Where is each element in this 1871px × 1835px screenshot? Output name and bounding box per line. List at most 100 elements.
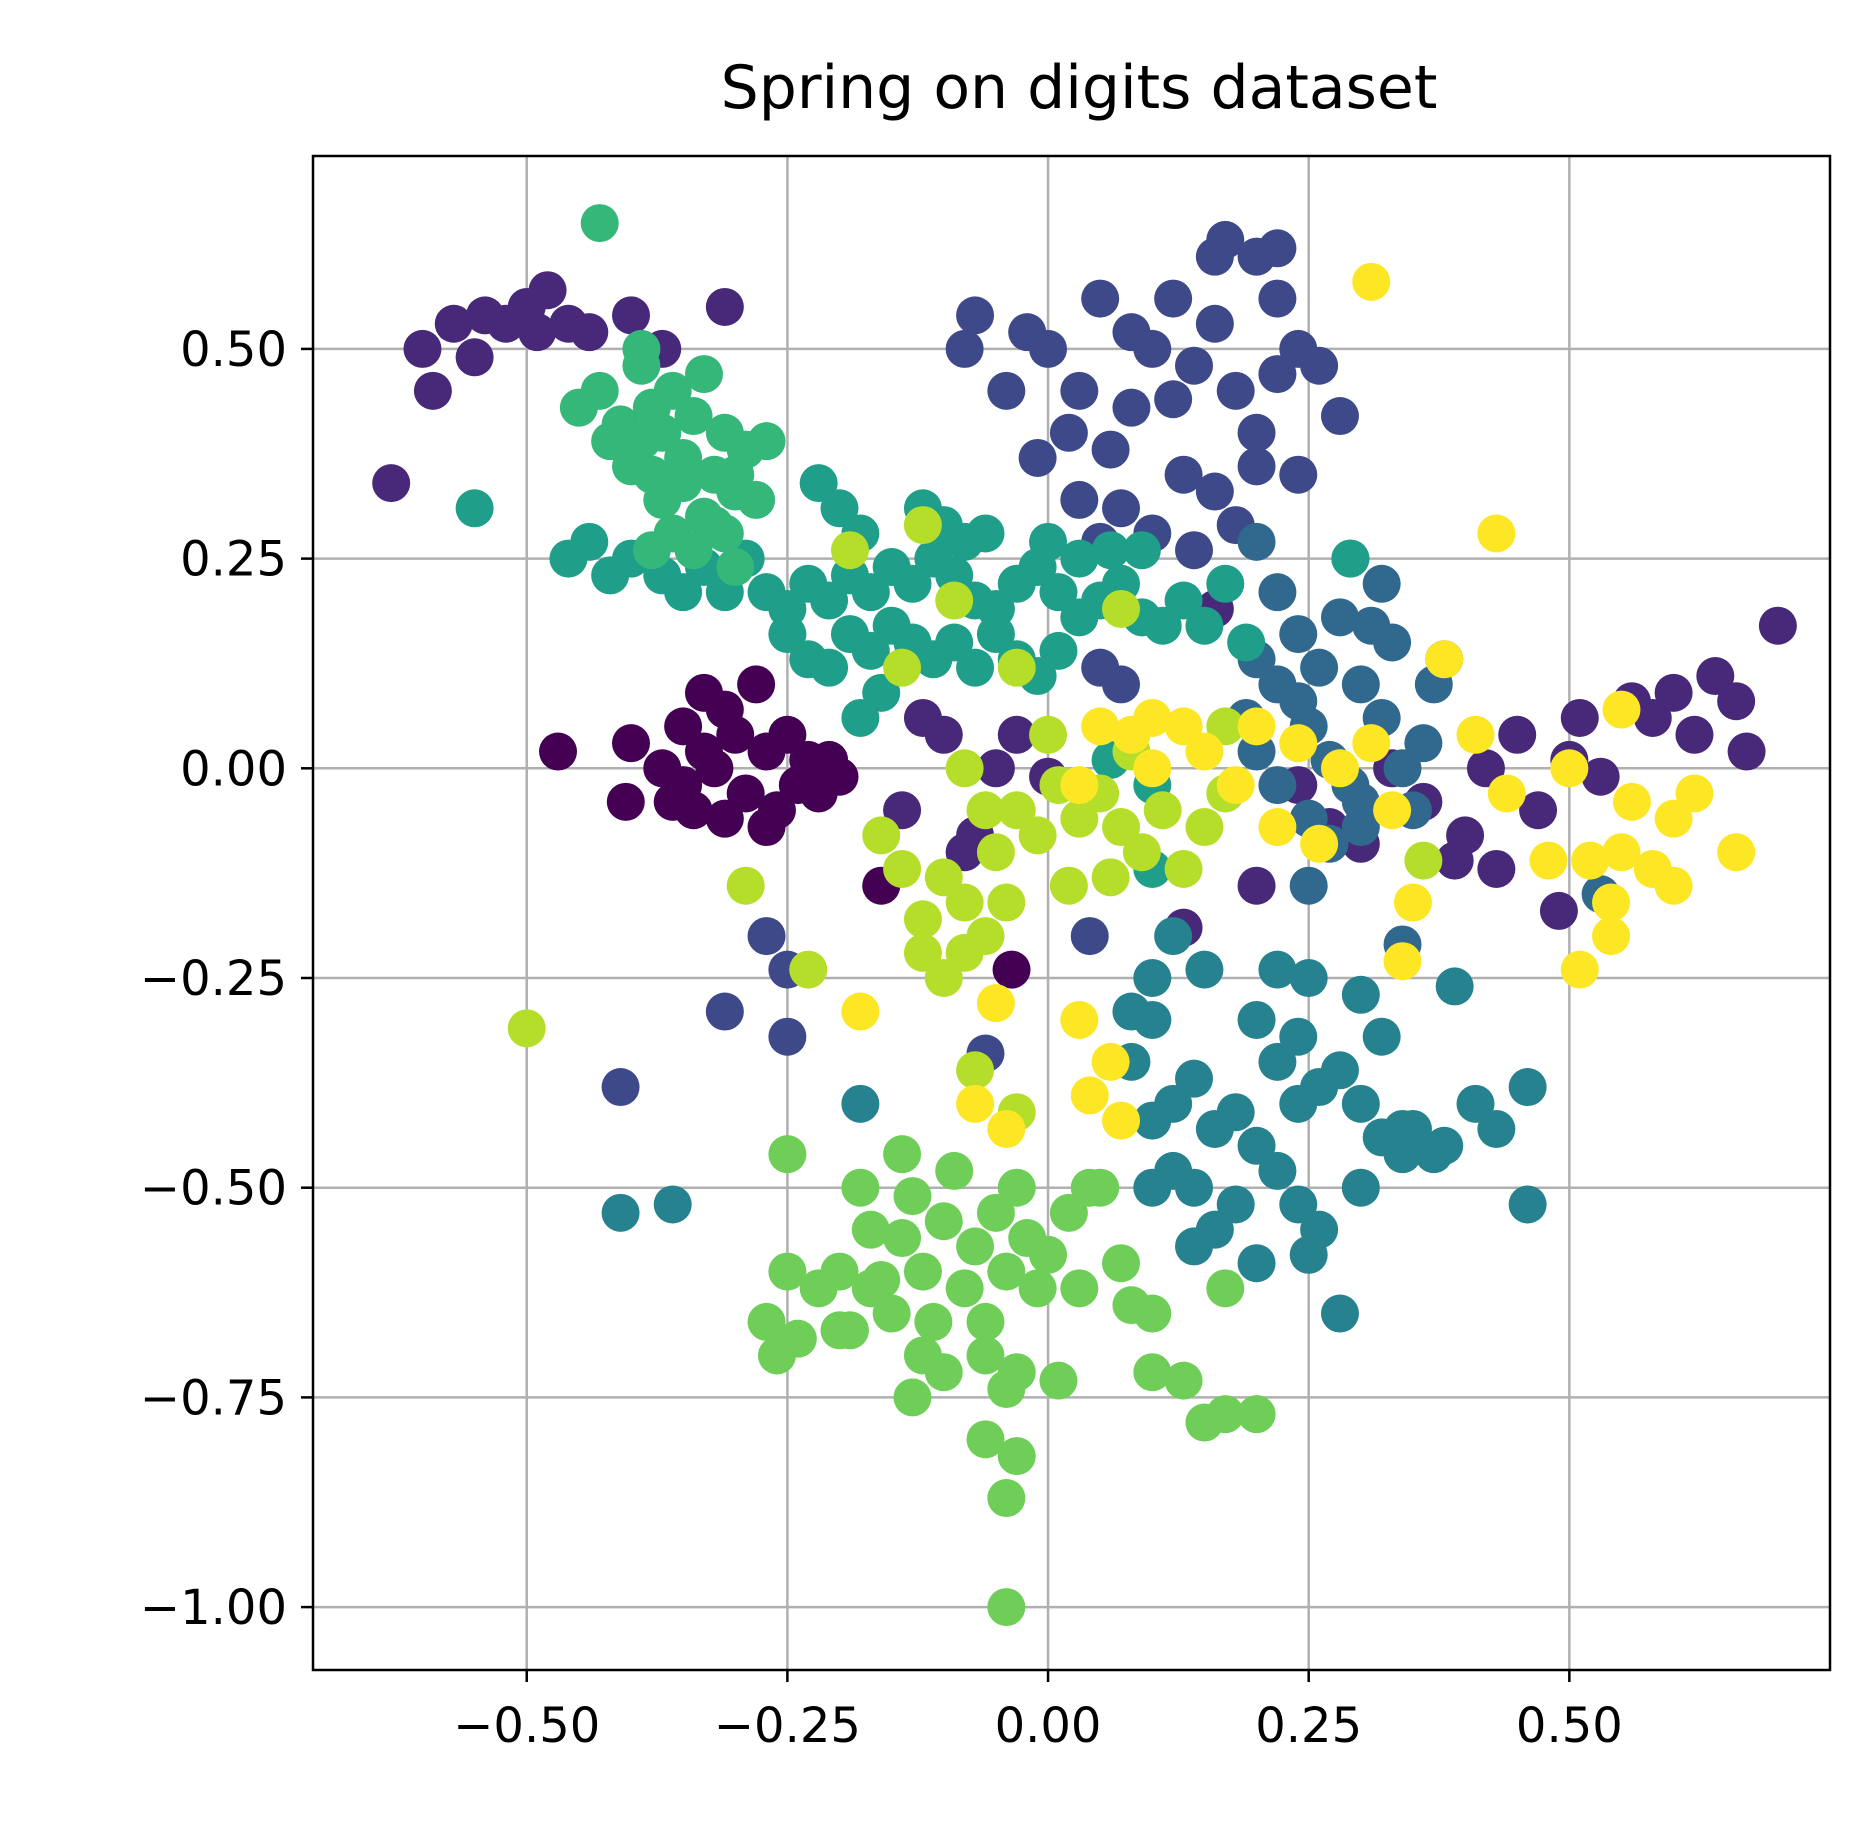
data-point bbox=[810, 581, 849, 620]
data-point bbox=[1289, 1235, 1328, 1274]
data-point bbox=[1133, 1353, 1172, 1392]
data-point bbox=[1654, 673, 1693, 712]
data-point bbox=[1133, 698, 1172, 737]
x-tick-label: −0.50 bbox=[453, 1698, 600, 1754]
data-point bbox=[1258, 808, 1297, 847]
data-point bbox=[1258, 766, 1297, 805]
data-point bbox=[1154, 380, 1193, 419]
data-point bbox=[606, 782, 645, 821]
data-point bbox=[945, 329, 984, 368]
data-point bbox=[987, 1588, 1026, 1627]
data-point bbox=[935, 623, 974, 662]
data-point bbox=[992, 950, 1031, 989]
data-point bbox=[1383, 942, 1422, 981]
data-point bbox=[1227, 623, 1266, 662]
data-point bbox=[1320, 1294, 1359, 1333]
data-point bbox=[570, 522, 609, 561]
data-point bbox=[1477, 849, 1516, 888]
data-point bbox=[1102, 589, 1141, 628]
data-point bbox=[1320, 397, 1359, 436]
data-point bbox=[1279, 1084, 1318, 1123]
data-point bbox=[820, 1252, 859, 1291]
data-point bbox=[1070, 1076, 1109, 1115]
data-point bbox=[570, 313, 609, 352]
data-point bbox=[611, 724, 650, 763]
data-point bbox=[695, 506, 734, 545]
data-point bbox=[653, 1185, 692, 1224]
data-point bbox=[1102, 1101, 1141, 1140]
data-point bbox=[1164, 707, 1203, 746]
data-point bbox=[851, 573, 890, 612]
x-tick-label: 0.00 bbox=[995, 1698, 1102, 1754]
data-point bbox=[1279, 615, 1318, 654]
data-point bbox=[1425, 640, 1464, 679]
data-point bbox=[924, 959, 963, 998]
data-point bbox=[1237, 1395, 1276, 1434]
data-point bbox=[945, 883, 984, 922]
data-point bbox=[1362, 1017, 1401, 1056]
data-point bbox=[1341, 975, 1380, 1014]
data-point bbox=[1029, 522, 1068, 561]
data-point bbox=[747, 808, 786, 847]
data-point bbox=[1164, 581, 1203, 620]
data-point bbox=[883, 648, 922, 687]
data-point bbox=[1498, 715, 1537, 754]
data-point bbox=[1320, 1051, 1359, 1090]
data-point bbox=[1237, 866, 1276, 905]
data-point bbox=[1049, 1193, 1088, 1232]
data-point bbox=[1529, 841, 1568, 880]
data-point bbox=[643, 413, 682, 452]
data-point bbox=[1258, 573, 1297, 612]
data-point bbox=[705, 287, 744, 326]
data-point bbox=[622, 329, 661, 368]
data-point bbox=[1206, 564, 1245, 603]
data-point bbox=[841, 1168, 880, 1207]
y-tick-label: −0.50 bbox=[140, 1161, 287, 1217]
data-point bbox=[1081, 279, 1120, 318]
data-point bbox=[1341, 808, 1380, 847]
data-point bbox=[1091, 531, 1130, 570]
data-point bbox=[966, 1336, 1005, 1375]
data-point bbox=[747, 422, 786, 461]
data-point bbox=[768, 1135, 807, 1174]
data-point bbox=[1060, 799, 1099, 838]
data-point bbox=[1133, 1000, 1172, 1039]
data-point bbox=[1018, 438, 1057, 477]
data-point bbox=[862, 816, 901, 855]
data-point bbox=[799, 464, 838, 503]
data-point bbox=[956, 296, 995, 335]
data-point bbox=[997, 791, 1036, 830]
data-point bbox=[997, 1353, 1036, 1392]
data-point bbox=[987, 1479, 1026, 1518]
data-point bbox=[372, 464, 411, 503]
data-point bbox=[737, 665, 776, 704]
data-point bbox=[507, 1009, 546, 1048]
data-point bbox=[768, 715, 807, 754]
data-point bbox=[1237, 1244, 1276, 1283]
data-point bbox=[1508, 1185, 1547, 1224]
data-point bbox=[1185, 808, 1224, 847]
data-point bbox=[1008, 313, 1047, 352]
data-point bbox=[1143, 606, 1182, 645]
x-tick-label: −0.25 bbox=[714, 1698, 861, 1754]
data-point bbox=[1154, 917, 1193, 956]
data-point bbox=[830, 1311, 869, 1350]
data-point bbox=[1258, 229, 1297, 268]
data-point bbox=[883, 1219, 922, 1258]
data-point bbox=[810, 648, 849, 687]
data-point bbox=[862, 673, 901, 712]
data-point bbox=[1602, 833, 1641, 872]
data-point bbox=[1258, 355, 1297, 394]
data-point bbox=[1602, 690, 1641, 729]
chart-title: Spring on digits dataset bbox=[721, 53, 1438, 123]
data-point bbox=[528, 271, 567, 310]
data-point bbox=[1102, 1244, 1141, 1283]
data-point bbox=[893, 1177, 932, 1216]
data-point bbox=[1696, 657, 1735, 696]
data-point bbox=[705, 690, 744, 729]
data-point bbox=[1456, 715, 1495, 754]
data-point bbox=[1352, 606, 1391, 645]
data-point bbox=[1633, 698, 1672, 737]
data-point bbox=[883, 791, 922, 830]
data-point bbox=[903, 900, 942, 939]
